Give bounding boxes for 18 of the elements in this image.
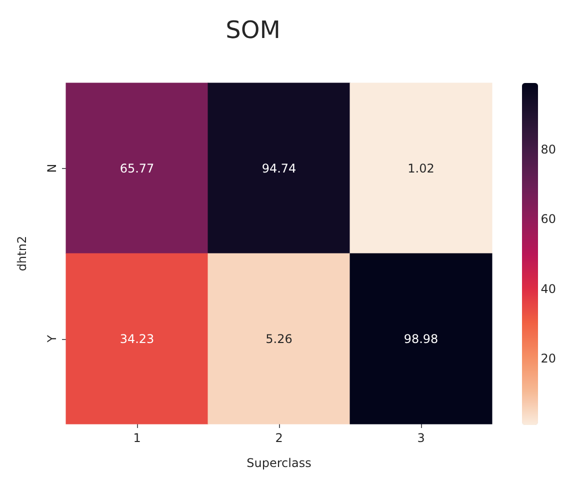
data-label: 34.23 xyxy=(120,332,154,346)
y-tick-label: N xyxy=(45,164,59,173)
x-tick-label: 1 xyxy=(133,431,141,445)
x-tick-label: 2 xyxy=(275,431,283,445)
data-label: 94.74 xyxy=(262,161,296,176)
chart-title: SOM xyxy=(226,16,280,44)
color-bar-label: 20 xyxy=(540,352,556,366)
data-label: 65.77 xyxy=(120,161,154,176)
x-axis-title: Superclass xyxy=(246,456,312,470)
color-bar-label: 40 xyxy=(540,282,556,296)
y-tick-label: Y xyxy=(45,334,59,344)
data-label: 1.02 xyxy=(408,161,434,176)
color-bar-label: 60 xyxy=(540,212,556,226)
x-tick-label: 3 xyxy=(417,431,425,445)
color-bar-label: 80 xyxy=(540,142,556,156)
y-axis-title: dhtn2 xyxy=(15,236,29,272)
data-label: 98.98 xyxy=(404,332,438,346)
data-label: 5.26 xyxy=(266,332,292,346)
